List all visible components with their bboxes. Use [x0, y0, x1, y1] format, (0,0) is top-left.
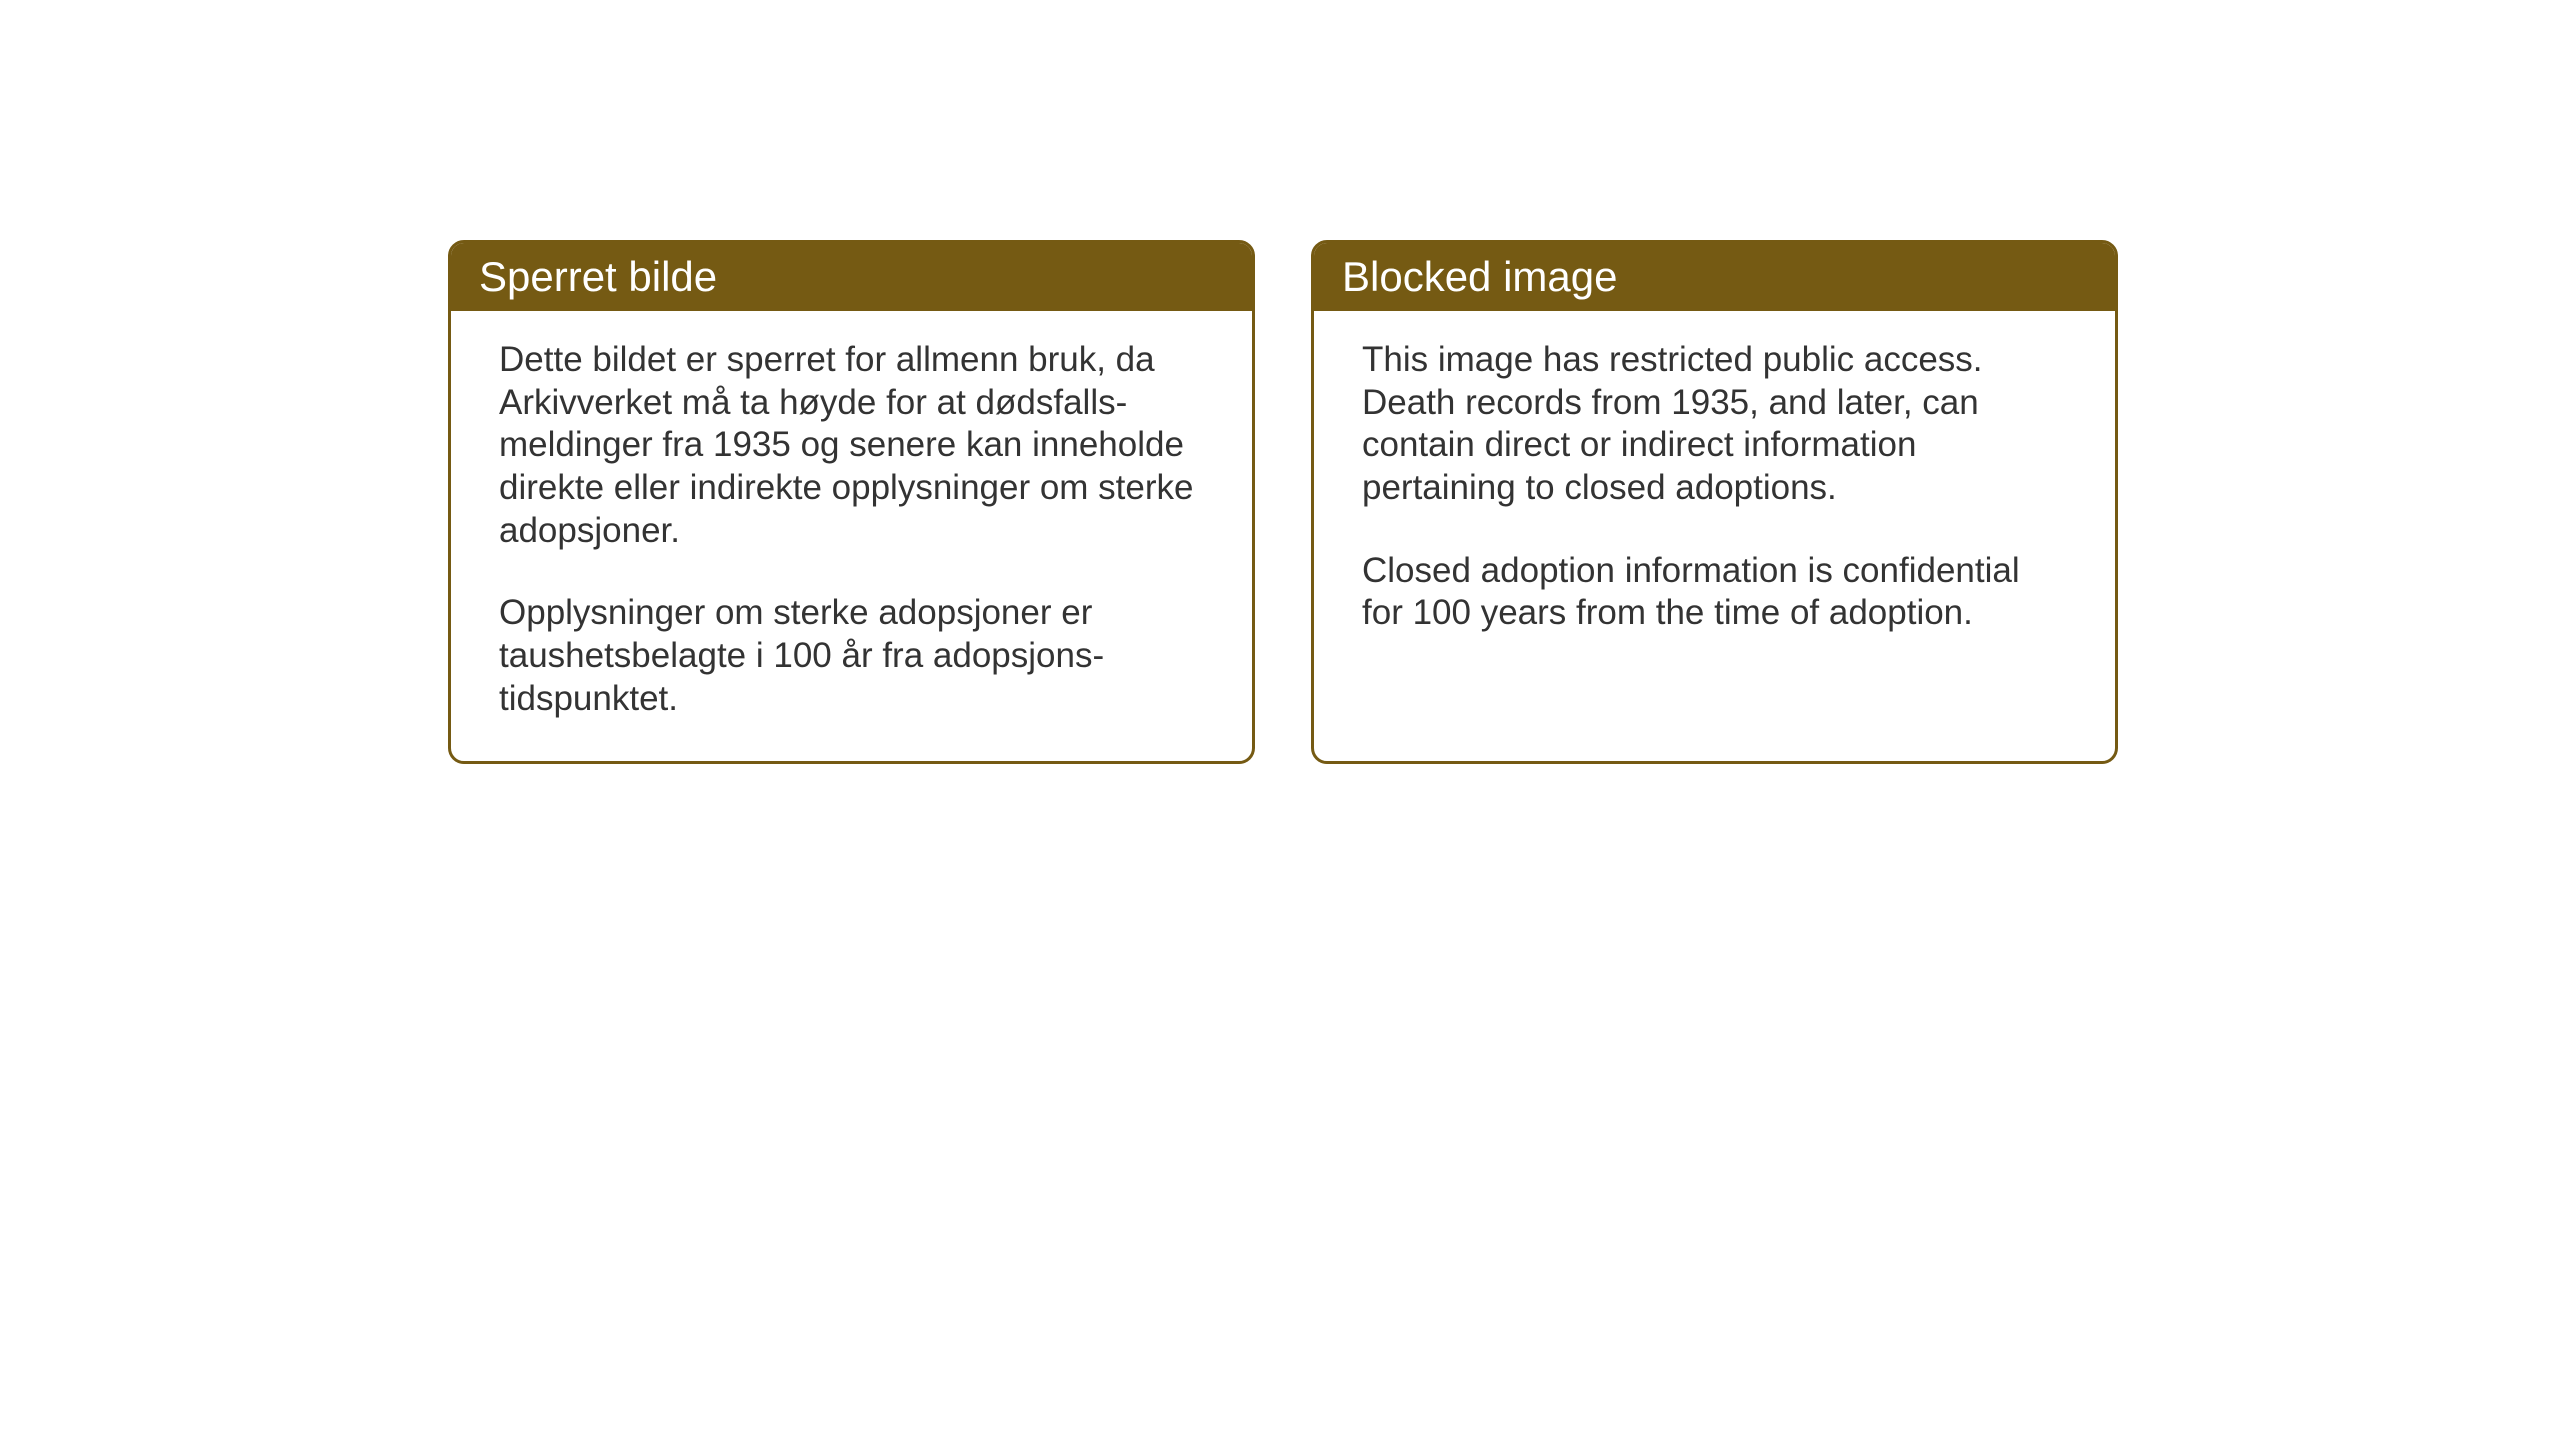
card-header: Sperret bilde	[451, 243, 1252, 311]
notice-card-english: Blocked image This image has restricted …	[1311, 240, 2118, 764]
card-title: Sperret bilde	[479, 253, 717, 300]
card-header: Blocked image	[1314, 243, 2115, 311]
card-paragraph: This image has restricted public access.…	[1362, 339, 2067, 510]
card-title: Blocked image	[1342, 253, 1617, 300]
notice-card-norwegian: Sperret bilde Dette bildet er sperret fo…	[448, 240, 1255, 764]
card-body: This image has restricted public access.…	[1314, 311, 2115, 711]
card-paragraph: Dette bildet er sperret for allmenn bruk…	[499, 339, 1204, 552]
card-paragraph: Opplysninger om sterke adopsjoner er tau…	[499, 592, 1204, 720]
card-paragraph: Closed adoption information is confident…	[1362, 550, 2067, 635]
notice-cards-container: Sperret bilde Dette bildet er sperret fo…	[448, 240, 2118, 764]
card-body: Dette bildet er sperret for allmenn bruk…	[451, 311, 1252, 761]
